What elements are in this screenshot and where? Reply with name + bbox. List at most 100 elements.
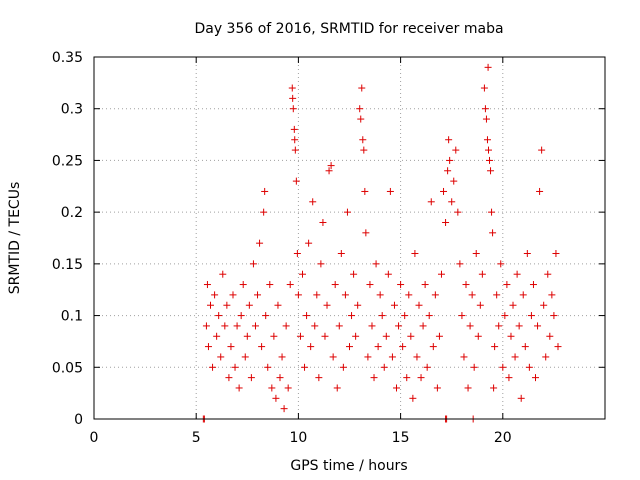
data-point-163 — [491, 343, 499, 351]
data-point-165 — [495, 322, 503, 330]
data-point-52 — [290, 125, 298, 133]
data-point-25 — [241, 353, 249, 361]
data-point-18 — [227, 343, 235, 351]
data-point-26 — [243, 332, 251, 340]
data-point-74 — [329, 353, 337, 361]
data-point-91 — [360, 146, 368, 154]
data-point-43 — [276, 374, 284, 382]
data-point-158 — [486, 156, 494, 164]
data-point-113 — [403, 374, 411, 382]
data-point-115 — [407, 332, 415, 340]
data-point-127 — [431, 291, 439, 299]
data-point-46 — [282, 322, 290, 330]
data-point-45 — [280, 405, 288, 413]
data-point-30 — [251, 322, 259, 330]
data-point-73 — [327, 162, 335, 170]
data-point-150 — [476, 301, 484, 309]
data-point-154 — [482, 115, 490, 123]
data-point-54 — [291, 146, 299, 154]
data-point-53 — [291, 136, 299, 144]
data-point-191 — [548, 291, 556, 299]
data-point-166 — [497, 260, 505, 268]
data-point-68 — [317, 260, 325, 268]
data-point-31 — [254, 291, 262, 299]
y-tick-label-7: 0.35 — [52, 50, 83, 66]
data-point-77 — [335, 322, 343, 330]
data-point-106 — [388, 353, 396, 361]
data-point-102 — [380, 363, 388, 371]
data-point-109 — [395, 322, 403, 330]
data-point-59 — [298, 270, 306, 278]
data-point-143 — [462, 281, 470, 289]
data-point-99 — [374, 343, 382, 351]
data-point-123 — [423, 363, 431, 371]
data-point-108 — [393, 384, 401, 392]
data-point-181 — [527, 312, 535, 320]
data-point-10 — [211, 291, 219, 299]
data-point-114 — [405, 291, 413, 299]
data-point-190 — [546, 332, 554, 340]
data-point-107 — [390, 301, 398, 309]
data-point-157 — [484, 146, 492, 154]
data-point-183 — [532, 374, 540, 382]
data-point-36 — [262, 312, 270, 320]
data-point-47 — [284, 384, 292, 392]
data-point-139 — [454, 208, 462, 216]
x-tick-label-1: 5 — [192, 430, 201, 446]
data-point-138 — [452, 146, 460, 154]
data-point-97 — [370, 374, 378, 382]
data-point-82 — [346, 343, 353, 351]
y-tick-label-3: 0.15 — [52, 257, 83, 273]
data-point-187 — [540, 301, 548, 309]
data-point-51 — [289, 105, 297, 113]
data-point-78 — [337, 250, 345, 258]
data-point-44 — [278, 353, 286, 361]
data-point-88 — [357, 115, 365, 123]
data-point-15 — [221, 322, 229, 330]
data-point-98 — [372, 260, 380, 268]
data-point-14 — [219, 270, 227, 278]
y-tick-label-6: 0.3 — [61, 102, 83, 118]
data-point-105 — [386, 187, 394, 195]
data-point-180 — [525, 363, 533, 371]
data-point-169 — [503, 281, 511, 289]
data-point-179 — [523, 250, 531, 258]
data-point-101 — [378, 312, 386, 320]
y-axis-label: SRMTID / TECUs — [7, 182, 23, 295]
data-point-175 — [515, 322, 523, 330]
data-point-119 — [415, 301, 423, 309]
y-tick-labels: 0 0.05 0.1 0.15 0.2 0.25 0.3 0.35 — [52, 50, 83, 428]
x-tick-label-0: 0 — [90, 430, 99, 446]
y-tick-label-5: 0.25 — [52, 153, 83, 169]
data-point-146 — [468, 291, 476, 299]
data-point-80 — [341, 291, 349, 299]
data-point-58 — [296, 332, 304, 340]
y-tick-label-2: 0.1 — [61, 309, 83, 325]
data-point-32 — [256, 239, 264, 247]
data-point-24 — [239, 281, 247, 289]
data-point-178 — [521, 343, 529, 351]
data-point-29 — [249, 260, 257, 268]
y-tick-label-1: 0.05 — [52, 360, 83, 376]
data-point-50 — [289, 94, 297, 102]
y-tick-label-0: 0 — [74, 412, 83, 428]
data-point-174 — [513, 270, 521, 278]
data-point-122 — [421, 281, 429, 289]
data-point-152 — [480, 84, 488, 92]
data-point-92 — [361, 187, 369, 195]
plot-frame — [93, 56, 606, 420]
data-point-56 — [293, 250, 301, 258]
data-point-100 — [376, 291, 384, 299]
x-tick-label-2: 10 — [289, 430, 307, 446]
data-point-117 — [411, 250, 419, 258]
data-point-34 — [260, 208, 268, 216]
data-point-9 — [209, 363, 217, 371]
data-point-12 — [215, 312, 223, 320]
data-point-120 — [417, 374, 425, 382]
data-point-145 — [466, 322, 474, 330]
data-point-172 — [509, 301, 517, 309]
data-point-173 — [511, 353, 519, 361]
data-point-186 — [538, 146, 546, 154]
data-point-112 — [401, 312, 409, 320]
